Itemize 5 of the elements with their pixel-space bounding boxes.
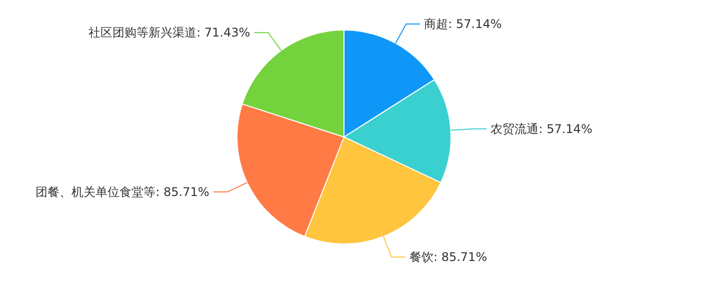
slice-label: 团餐、机关单位食堂等: 85.71% [36,184,210,199]
slice-label: 商超: 57.14% [424,16,502,31]
slice-label: 餐饮: 85.71% [409,250,488,264]
slice-label: 社区团购等新兴渠道: 71.43% [88,26,250,40]
slice-label: 农贸流通: 57.14% [490,122,592,136]
